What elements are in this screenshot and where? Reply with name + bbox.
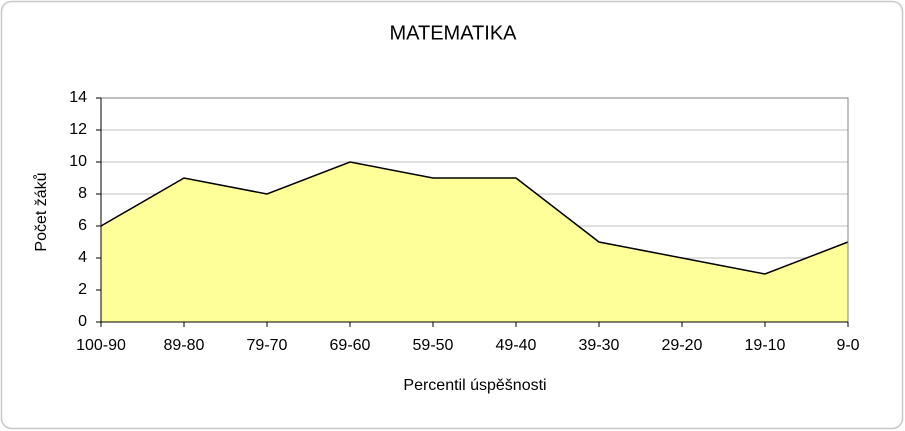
x-tick-label: 59-50 bbox=[413, 337, 454, 354]
x-tick-label: 19-10 bbox=[745, 337, 786, 354]
x-tick-label: 89-80 bbox=[164, 337, 205, 354]
y-tick-label: 6 bbox=[78, 217, 87, 234]
y-tick-label: 10 bbox=[69, 153, 87, 170]
y-axis-label: Počet žáků bbox=[32, 172, 50, 251]
y-tick-label: 12 bbox=[69, 121, 87, 138]
area-fill bbox=[101, 162, 848, 322]
x-tick-label: 9-0 bbox=[836, 337, 859, 354]
area-line bbox=[100, 161, 849, 275]
y-tick-label: 0 bbox=[78, 313, 87, 330]
x-tick-label: 29-20 bbox=[662, 337, 703, 354]
x-tick-label: 39-30 bbox=[579, 337, 620, 354]
y-tick-label: 14 bbox=[69, 89, 87, 106]
x-tick-label: 79-70 bbox=[247, 337, 288, 354]
x-axis-label: Percentil úspěšnosti bbox=[403, 377, 546, 394]
x-tick-label: 69-60 bbox=[330, 337, 371, 354]
x-tick-label: 49-40 bbox=[496, 337, 537, 354]
y-tick-label: 4 bbox=[78, 249, 87, 266]
y-tick-label: 8 bbox=[78, 185, 87, 202]
x-tick-label: 100-90 bbox=[76, 337, 126, 354]
chart-title: MATEMATIKA bbox=[389, 22, 517, 44]
y-tick-label: 2 bbox=[78, 281, 87, 298]
